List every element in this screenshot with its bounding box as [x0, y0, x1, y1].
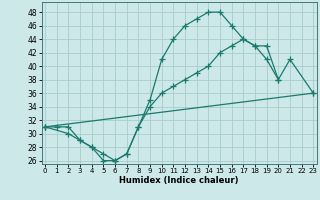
X-axis label: Humidex (Indice chaleur): Humidex (Indice chaleur): [119, 176, 239, 185]
